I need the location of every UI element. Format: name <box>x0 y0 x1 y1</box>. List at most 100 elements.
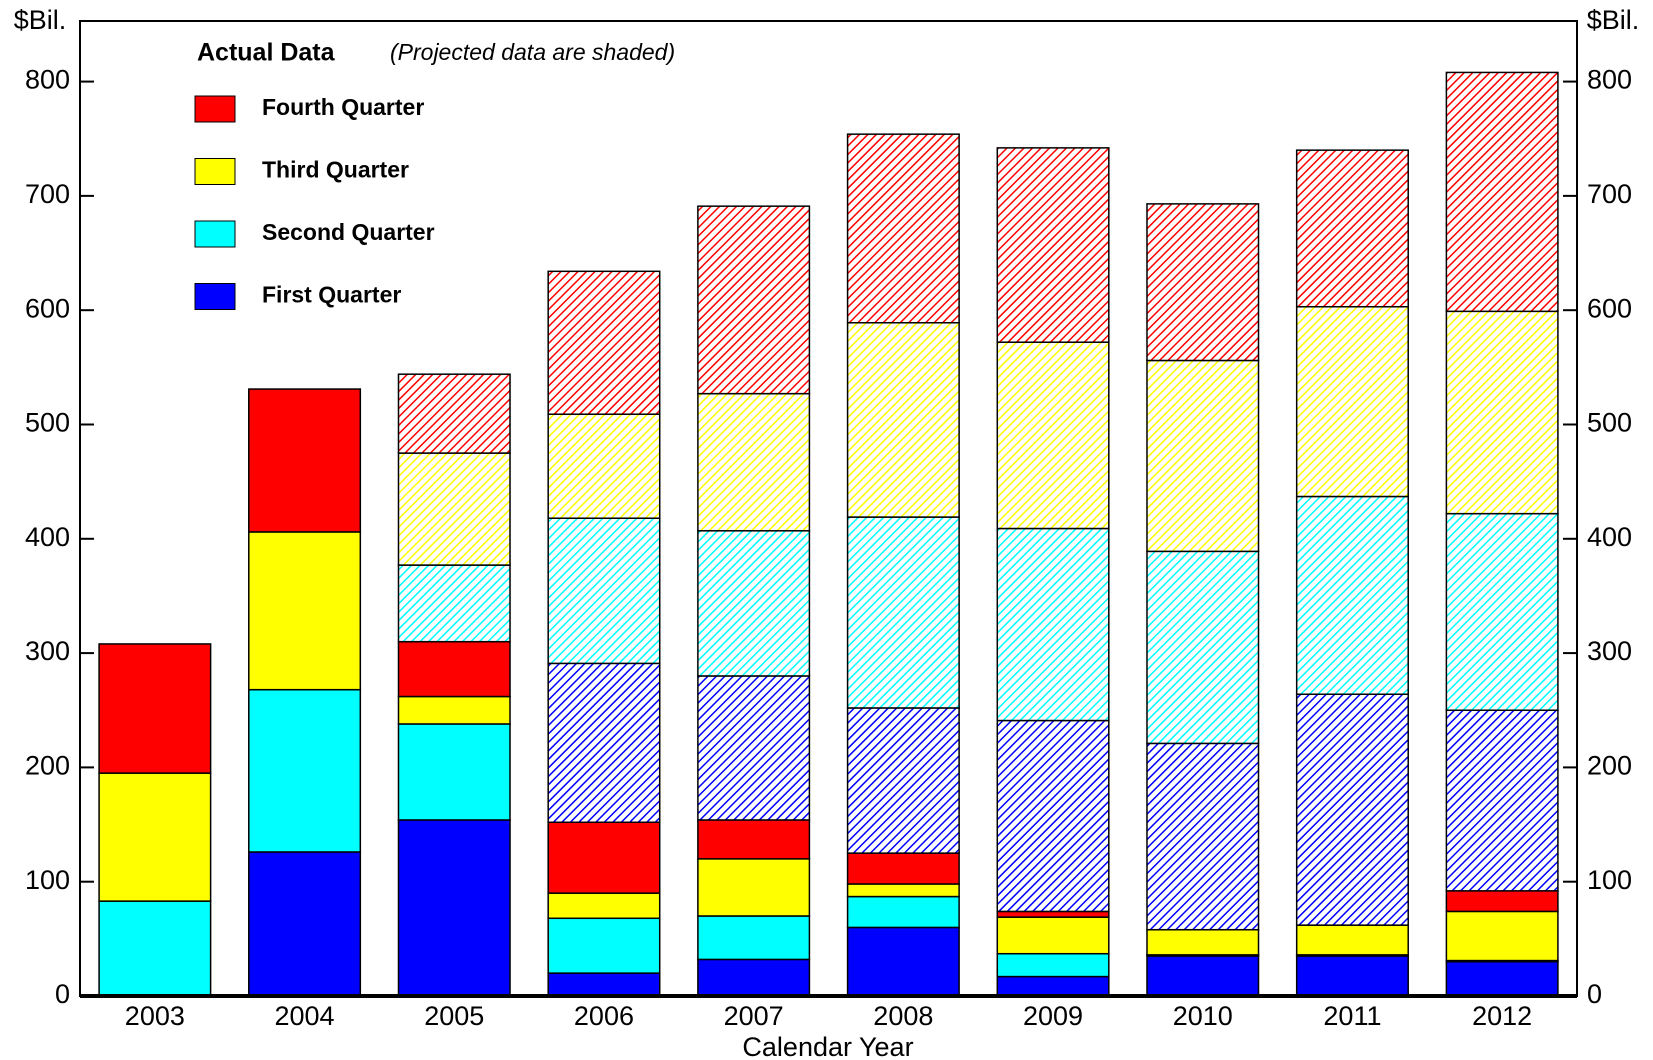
legend-label: First Quarter <box>262 282 401 308</box>
projected-bar-segment <box>1445 310 1559 515</box>
projected-bar-segment <box>397 564 511 643</box>
bar-segment <box>397 695 511 725</box>
y-tick-label: 200 <box>25 751 70 781</box>
y-tick-label: 400 <box>25 522 70 552</box>
bar-segment <box>547 892 661 920</box>
y2-tick-label: 300 <box>1587 636 1632 666</box>
bar-segment <box>697 819 811 860</box>
y2-tick-label: 100 <box>1587 865 1632 895</box>
bar-segment <box>846 883 960 898</box>
y-tick-label: 0 <box>55 979 70 1009</box>
x-axis-label: Calendar Year <box>742 1032 913 1060</box>
bar-segment <box>1445 960 1559 997</box>
projected-bar-segment <box>697 392 811 532</box>
bar-segment <box>248 388 362 533</box>
x-tick-label: 2003 <box>125 1001 185 1031</box>
legend-label: Second Quarter <box>262 219 435 245</box>
bar-segment <box>996 975 1110 997</box>
legend-swatch <box>194 283 236 310</box>
projected-bar-segment <box>1295 149 1409 308</box>
projected-bar-segment <box>996 147 1110 343</box>
bar-segment <box>697 958 811 997</box>
x-tick-label: 2009 <box>1023 1001 1083 1031</box>
legend-title: Actual Data <box>197 39 336 67</box>
projected-bar-segment <box>547 517 661 665</box>
y2-tick-label: 500 <box>1587 408 1632 438</box>
y-tick-label: 300 <box>25 636 70 666</box>
bar-segment <box>98 772 212 902</box>
projected-bar-segment <box>547 413 661 519</box>
bar-segment <box>846 852 960 885</box>
bar-segment <box>98 643 212 774</box>
projected-bar-segment <box>697 205 811 395</box>
y-tick-label: 100 <box>25 865 70 895</box>
projected-bar-segment <box>846 707 960 854</box>
projected-bar-segment <box>1146 742 1260 931</box>
projected-bar-segment <box>1445 512 1559 711</box>
bar-segment <box>397 640 511 698</box>
y-tick-label: 600 <box>25 293 70 323</box>
bar-segment <box>996 916 1110 955</box>
projected-bar-segment <box>547 662 661 824</box>
projected-bar-segment <box>697 675 811 821</box>
x-tick-label: 2005 <box>424 1001 484 1031</box>
projected-bar-segment <box>1146 203 1260 362</box>
y-axis-label: $Bil. <box>14 5 67 35</box>
y-tick-label: 800 <box>25 65 70 95</box>
projected-bar-segment <box>996 527 1110 722</box>
projected-bar-segment <box>697 530 811 677</box>
legend-note: (Projected data are shaded) <box>390 39 675 65</box>
bar-segment <box>547 821 661 894</box>
projected-bar-segment <box>1445 71 1559 313</box>
bar-segment <box>697 858 811 917</box>
bar-segment <box>996 910 1110 918</box>
y2-tick-label: 600 <box>1587 293 1632 323</box>
projected-bar-segment <box>1445 709 1559 892</box>
x-tick-label: 2011 <box>1323 1001 1381 1031</box>
bar-segment <box>248 688 362 853</box>
y2-tick-label: 0 <box>1587 979 1602 1009</box>
projected-bar-segment <box>1295 495 1409 695</box>
bar-segment <box>996 952 1110 978</box>
x-tick-label: 2008 <box>873 1001 933 1031</box>
x-tick-label: 2012 <box>1472 1001 1532 1031</box>
y2-tick-label: 400 <box>1587 522 1632 552</box>
projected-bar-segment <box>1146 359 1260 553</box>
projected-bar-segment <box>846 322 960 518</box>
projected-bar-segment <box>397 373 511 454</box>
x-tick-label: 2007 <box>724 1001 784 1031</box>
bar-segment <box>1146 955 1260 997</box>
legend-swatch <box>194 220 236 248</box>
bar-segment <box>397 819 511 997</box>
y-tick-label: 500 <box>25 408 70 438</box>
legend-swatch <box>194 158 236 185</box>
projected-bar-segment <box>397 452 511 566</box>
bar-segment <box>697 915 811 961</box>
bar-segment <box>248 531 362 691</box>
projected-bar-segment <box>1295 693 1409 926</box>
projected-bar-segment <box>846 516 960 709</box>
legend-label: Third Quarter <box>262 157 409 183</box>
bar-segment <box>547 917 661 974</box>
x-tick-label: 2010 <box>1173 1001 1233 1031</box>
y2-tick-label: 700 <box>1587 179 1632 209</box>
x-tick-label: 2006 <box>574 1001 634 1031</box>
bar-segment <box>397 723 511 821</box>
bar-segment <box>98 900 212 997</box>
bar-segment <box>547 972 661 997</box>
legend-label: Fourth Quarter <box>262 94 424 120</box>
bar-segment <box>846 926 960 997</box>
bar-segment <box>1295 924 1409 956</box>
projected-bar-segment <box>846 133 960 324</box>
y2-tick-label: 200 <box>1587 751 1632 781</box>
x-tick-label: 2004 <box>275 1001 335 1031</box>
projected-bar-segment <box>1146 550 1260 745</box>
projected-bar-segment <box>996 341 1110 530</box>
projected-bar-segment <box>1295 306 1409 498</box>
y2-axis-label: $Bil. <box>1587 5 1640 35</box>
bar-segment <box>1146 928 1260 956</box>
projected-bar-segment <box>547 270 661 415</box>
bar-segment <box>1445 890 1559 913</box>
y2-tick-label: 800 <box>1587 65 1632 95</box>
bar-segment <box>846 895 960 929</box>
